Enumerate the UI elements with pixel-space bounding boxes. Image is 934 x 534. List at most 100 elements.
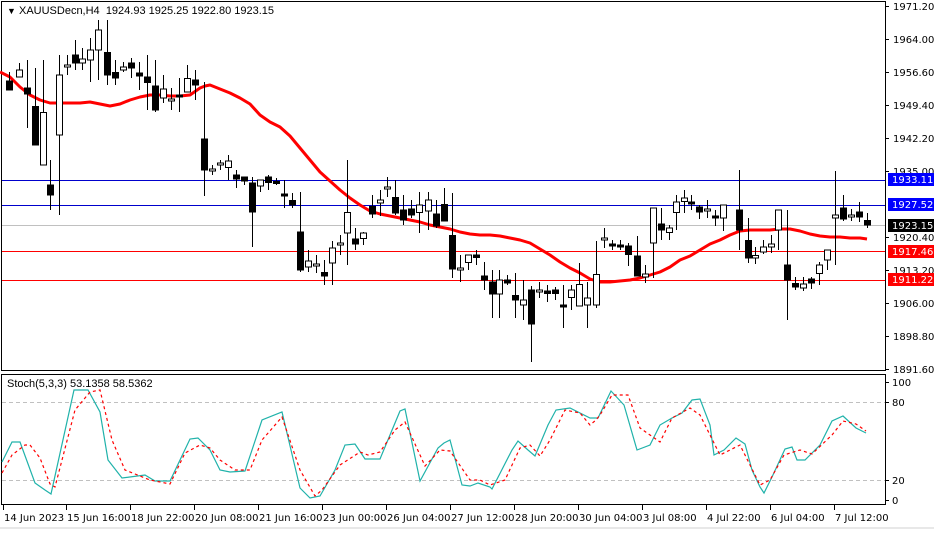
price-tick-label: 1935.00 bbox=[893, 167, 934, 178]
candle bbox=[642, 265, 649, 283]
candle bbox=[160, 75, 167, 103]
price-tick-label: 1971.20 bbox=[893, 2, 934, 13]
candle bbox=[832, 171, 839, 265]
candle bbox=[289, 193, 296, 208]
candle bbox=[384, 177, 391, 197]
candle bbox=[673, 195, 680, 230]
candle bbox=[601, 228, 608, 248]
candle bbox=[6, 72, 13, 91]
candle bbox=[377, 190, 384, 216]
stochastic-title: Stoch(5,3,3) 53.1358 58.5362 bbox=[7, 378, 153, 390]
candle bbox=[79, 48, 86, 70]
status-strip bbox=[0, 527, 934, 529]
candle bbox=[736, 170, 743, 250]
price-marker bbox=[888, 173, 934, 186]
candle bbox=[136, 62, 143, 90]
stoch-panel-frame bbox=[1, 374, 886, 505]
time-tick-label: 23 Jun 00:00 bbox=[323, 513, 387, 524]
time-tick-label: 3 Jul 08:00 bbox=[643, 513, 697, 524]
candle bbox=[392, 180, 399, 215]
symbol-timeframe: XAUUSDecn,H4 bbox=[18, 5, 100, 17]
candle bbox=[441, 188, 448, 222]
candle bbox=[650, 207, 657, 278]
candle bbox=[496, 270, 503, 318]
candle bbox=[544, 285, 551, 302]
price-marker bbox=[888, 273, 934, 286]
price-tick-label: 1964.00 bbox=[893, 35, 934, 46]
candle bbox=[536, 282, 543, 298]
candle bbox=[192, 70, 199, 100]
candle bbox=[344, 160, 351, 265]
candle bbox=[856, 202, 863, 222]
moving-average-line bbox=[0, 70, 868, 284]
candle bbox=[95, 20, 102, 80]
candle bbox=[528, 286, 535, 362]
candle bbox=[257, 179, 264, 192]
candle bbox=[696, 205, 703, 219]
candle bbox=[520, 280, 527, 320]
price-tick-label: 1898.80 bbox=[893, 332, 934, 343]
price-axis[interactable]: 1971.20 1964.00 1956.60 1949.40 1942.20 1935.… bbox=[885, 2, 934, 376]
candle bbox=[449, 193, 456, 278]
candle bbox=[768, 235, 775, 253]
candle bbox=[64, 55, 71, 75]
candle bbox=[625, 243, 632, 266]
candle bbox=[666, 225, 673, 240]
price-tick-label: 1913.20 bbox=[893, 266, 934, 277]
time-tick-label: 27 Jun 12:00 bbox=[451, 513, 515, 524]
time-tick-label: 20 Jun 08:00 bbox=[195, 513, 259, 524]
candle bbox=[634, 236, 641, 277]
time-axis[interactable]: 14 Jun 2023 15 Jun 16:00 18 Jun 22:00 20 Ju… bbox=[3, 505, 889, 524]
horizontal-lines[interactable] bbox=[2, 180, 885, 281]
time-tick-label: 15 Jun 16:00 bbox=[67, 513, 131, 524]
candle bbox=[808, 277, 815, 289]
candle bbox=[560, 285, 567, 328]
candlesticks bbox=[6, 20, 871, 362]
price-marker bbox=[888, 219, 934, 232]
candle bbox=[512, 273, 519, 318]
price-panel-frame bbox=[1, 1, 886, 371]
price-tick-label: 1891.60 bbox=[893, 365, 934, 376]
candle bbox=[241, 176, 248, 185]
candle bbox=[425, 192, 432, 230]
candle bbox=[273, 178, 280, 185]
price-marker-label: 1933.11 bbox=[892, 175, 933, 186]
candle bbox=[120, 62, 127, 72]
price-marker-label: 1923.15 bbox=[892, 221, 933, 232]
candle bbox=[473, 250, 480, 265]
candle bbox=[281, 180, 288, 208]
candle bbox=[584, 282, 591, 328]
candle bbox=[408, 200, 415, 218]
chart-title[interactable]: ▼ XAUUSDecn,H4 1924.93 1925.25 1922.80 1… bbox=[7, 5, 274, 17]
candle bbox=[552, 287, 559, 300]
price-tick-label: 1949.40 bbox=[893, 101, 934, 112]
candle bbox=[184, 65, 191, 93]
candle bbox=[305, 250, 312, 272]
candle bbox=[87, 38, 94, 82]
time-tick-label: 26 Jun 04:00 bbox=[387, 513, 451, 524]
collapse-arrow-icon[interactable]: ▼ bbox=[7, 6, 16, 16]
candle bbox=[265, 175, 272, 190]
candle bbox=[784, 210, 791, 320]
candle bbox=[40, 60, 47, 166]
price-tick-label: 1920.40 bbox=[893, 233, 934, 244]
candle bbox=[32, 68, 39, 146]
candle bbox=[775, 209, 782, 250]
candle bbox=[233, 170, 240, 188]
time-tick-label: 14 Jun 2023 bbox=[4, 513, 64, 524]
candle bbox=[704, 200, 711, 218]
candle bbox=[848, 209, 855, 221]
price-marker bbox=[888, 198, 934, 211]
candle bbox=[752, 247, 759, 264]
candle bbox=[681, 190, 688, 213]
stoch-axis: 100 80 20 0 bbox=[885, 378, 911, 507]
candle bbox=[201, 82, 208, 196]
candle bbox=[864, 213, 871, 228]
price-tick-label: 1906.00 bbox=[893, 299, 934, 310]
candle bbox=[352, 228, 359, 250]
stoch-signal-line bbox=[1, 389, 867, 497]
candle bbox=[457, 255, 464, 282]
candle bbox=[225, 155, 232, 180]
stoch-tick-label: 20 bbox=[892, 476, 905, 487]
